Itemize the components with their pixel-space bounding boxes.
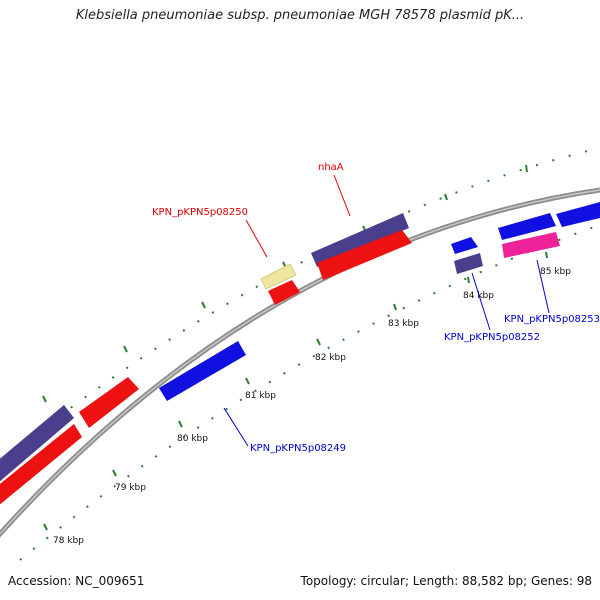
gene-red-nhaA[interactable] <box>317 230 412 280</box>
gene-red-small[interactable] <box>268 280 300 305</box>
scale-label-85: 85 kbp <box>540 267 571 277</box>
inner-major-ticks <box>43 251 548 531</box>
gene-red-mid[interactable] <box>79 377 139 428</box>
leader-p08252 <box>471 272 491 331</box>
gene-purple-nhaA-row[interactable] <box>311 213 409 267</box>
genes-blue <box>159 202 600 401</box>
leader-p08253 <box>536 259 550 314</box>
scale-label-80: 80 kbp <box>177 434 208 444</box>
genes-red <box>0 230 412 506</box>
scale-label-81: 81 kbp <box>245 391 276 401</box>
gene-blue-85b[interactable] <box>556 202 600 227</box>
scale-label-79: 79 kbp <box>115 483 146 493</box>
gene-blue-81[interactable] <box>159 341 246 401</box>
gene-blue-85a[interactable] <box>498 213 556 240</box>
map-summary-text: Topology: circular; Length: 88,582 bp; G… <box>300 574 592 588</box>
leader-p08250 <box>245 219 268 258</box>
backbone-highlight <box>0 189 600 536</box>
label-p08252[interactable]: KPN_pKPN5p08252 <box>444 332 540 343</box>
map-title: Klebsiella pneumoniae subsp. pneumoniae … <box>75 8 525 23</box>
label-p08253[interactable]: KPN_pKPN5p08253 <box>504 314 600 325</box>
leader-p08249 <box>223 407 249 447</box>
gene-blue-84[interactable] <box>451 237 478 254</box>
gene-red-left[interactable] <box>0 424 82 506</box>
gene-purple-left[interactable] <box>0 405 74 483</box>
gene-purple-84[interactable] <box>454 253 483 274</box>
gene-pink-85[interactable] <box>502 232 560 258</box>
scale-label-82: 82 kbp <box>315 353 346 363</box>
scale-labels: 78 kbp 79 kbp 80 kbp 81 kbp 82 kbp 83 kb… <box>53 267 571 546</box>
accession-text: Accession: NC_009651 <box>8 574 145 588</box>
scale-label-78: 78 kbp <box>53 536 84 546</box>
label-nhaA[interactable]: nhaA <box>318 162 344 173</box>
leader-nhaA <box>333 174 351 217</box>
gene-yellow[interactable] <box>260 263 297 290</box>
label-p08249[interactable]: KPN_pKPN5p08249 <box>250 443 346 454</box>
scale-label-83: 83 kbp <box>388 319 419 329</box>
outer-major-ticks <box>42 164 528 403</box>
scale-label-84: 84 kbp <box>463 291 494 301</box>
genes-outer-purple <box>0 213 409 483</box>
label-p08250[interactable]: KPN_pKPN5p08250 <box>152 207 248 218</box>
